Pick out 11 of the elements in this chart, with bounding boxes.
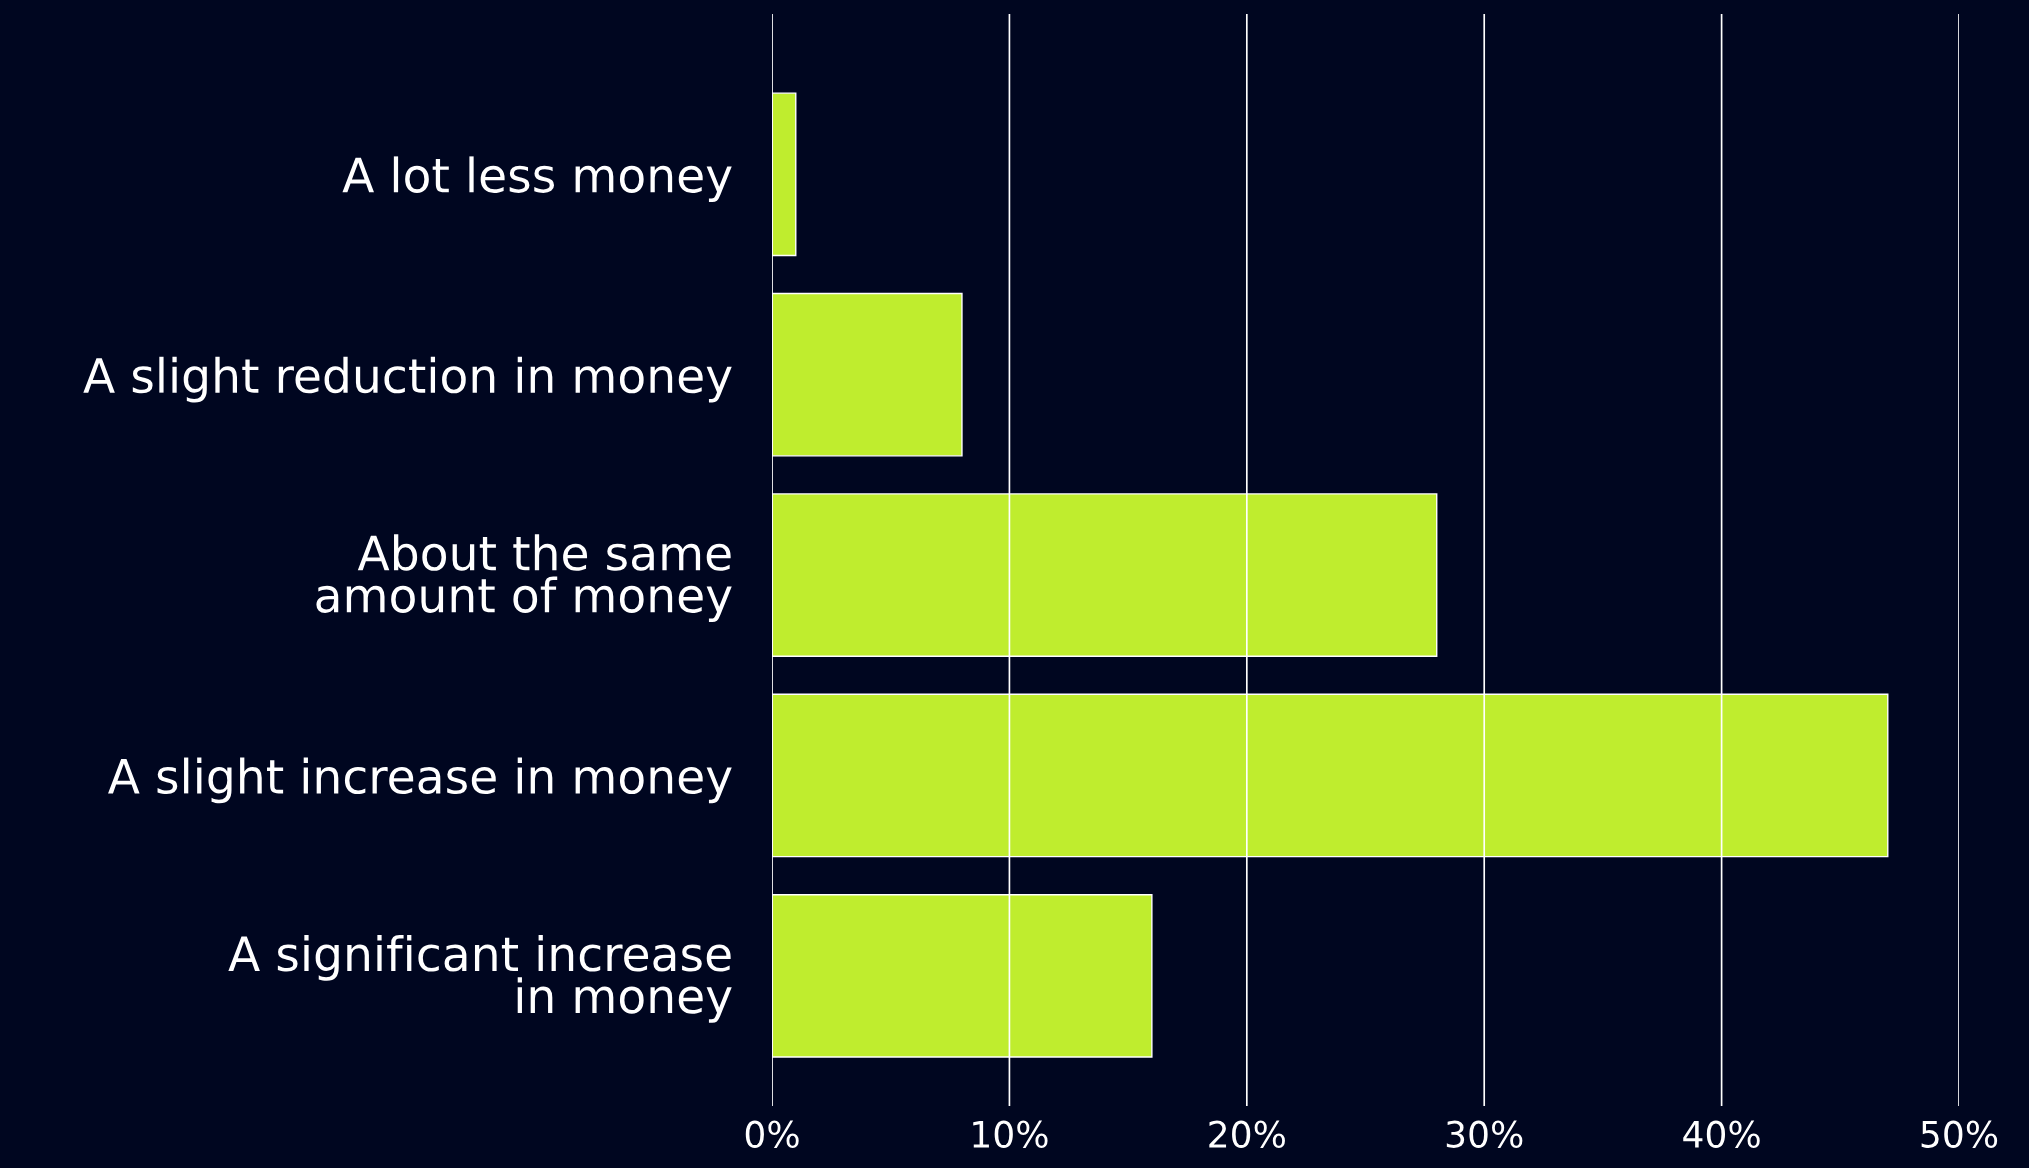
x-tick-label: 50% [1921,1120,1998,1148]
y-tick-label: A lot less money [342,156,732,203]
x-tick-label: 20% [1209,1120,1285,1148]
y-tick-label: A slight increase in money [108,757,732,804]
x-tick-label: 30% [1446,1120,1523,1148]
x-tick-label: 40% [1683,1120,1760,1148]
x-tick-label: 0% [745,1120,799,1148]
y-tick-label: A slight reduction in money [83,356,732,403]
x-tick-label: 10% [973,1120,1048,1148]
y-tick-label: A significant increase in money [228,935,732,1023]
y-tick-label: About the same amount of money [316,534,732,623]
